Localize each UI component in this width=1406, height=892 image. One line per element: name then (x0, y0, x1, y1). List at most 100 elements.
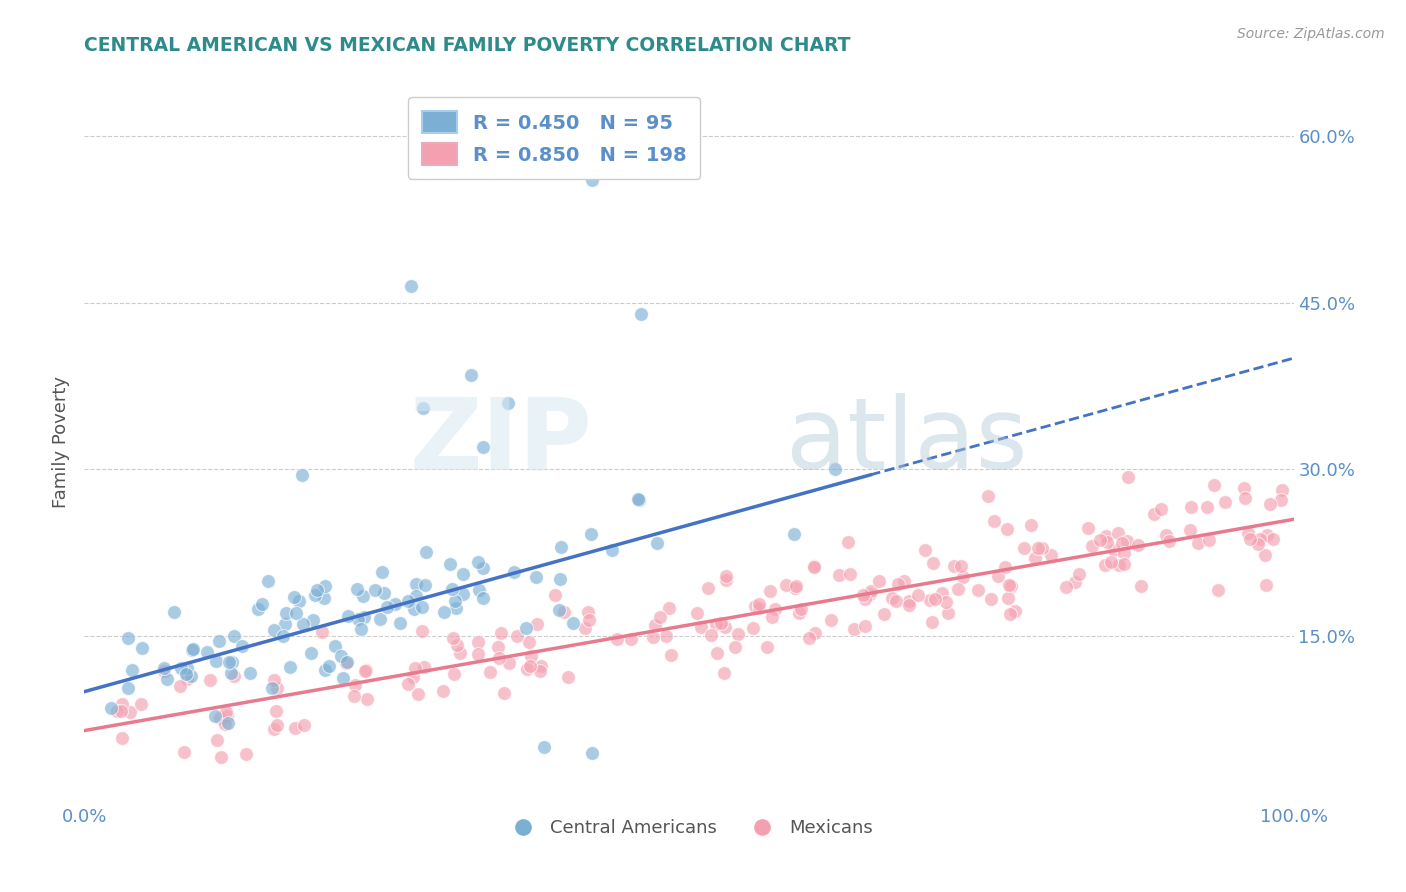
Point (838, 567, 860, 582)
Point (724, 640, 747, 654)
Point (578, 613, 600, 627)
Point (451, 587, 474, 601)
Point (252, 597, 274, 611)
Point (893, 574, 915, 588)
Point (1202, 477, 1225, 491)
Point (388, 615, 411, 630)
Point (1108, 558, 1130, 572)
Point (336, 655, 359, 669)
Point (627, 491, 650, 506)
Point (644, 617, 666, 632)
Point (1159, 533, 1181, 548)
Point (443, 593, 465, 607)
Point (581, 746, 603, 760)
Point (924, 591, 946, 606)
Point (415, 545, 437, 559)
Y-axis label: Family Poverty: Family Poverty (52, 376, 70, 508)
Point (451, 566, 474, 581)
Point (783, 527, 806, 541)
Point (880, 591, 903, 605)
Point (356, 663, 378, 677)
Point (576, 605, 599, 619)
Point (117, 631, 139, 645)
Point (1107, 526, 1129, 541)
Point (630, 307, 652, 321)
Point (761, 610, 783, 624)
Text: atlas: atlas (786, 393, 1028, 490)
Point (346, 582, 368, 597)
Point (1012, 541, 1035, 555)
Point (396, 677, 419, 691)
Point (1213, 495, 1236, 509)
Point (756, 640, 779, 654)
Point (1239, 532, 1261, 546)
Point (170, 661, 193, 675)
Point (163, 605, 186, 619)
Point (412, 401, 434, 416)
Point (685, 606, 707, 620)
Point (402, 602, 425, 616)
Point (785, 578, 807, 592)
Point (443, 667, 465, 681)
Point (1112, 546, 1135, 560)
Point (195, 645, 218, 659)
Point (217, 715, 239, 730)
Point (224, 629, 246, 643)
Point (946, 582, 969, 597)
Point (873, 607, 896, 622)
Point (1095, 529, 1118, 543)
Point (983, 515, 1005, 529)
Point (1256, 528, 1278, 542)
Point (373, 585, 395, 599)
Point (396, 594, 419, 608)
Point (529, 664, 551, 678)
Point (209, 711, 232, 725)
Point (553, 605, 575, 619)
Point (110, 704, 132, 718)
Point (413, 660, 436, 674)
Point (207, 732, 229, 747)
Point (231, 640, 253, 654)
Point (1077, 521, 1099, 535)
Point (530, 658, 553, 673)
Point (758, 584, 780, 599)
Point (131, 641, 153, 656)
Point (967, 582, 990, 597)
Point (468, 583, 491, 598)
Text: CENTRAL AMERICAN VS MEXICAN FAMILY POVERTY CORRELATION CHART: CENTRAL AMERICAN VS MEXICAN FAMILY POVER… (84, 36, 851, 54)
Point (1270, 492, 1292, 507)
Point (405, 577, 427, 591)
Point (257, 574, 280, 589)
Point (214, 717, 236, 731)
Point (884, 594, 907, 608)
Point (263, 623, 285, 637)
Point (314, 591, 336, 605)
Point (471, 560, 494, 574)
Point (557, 670, 579, 684)
Point (803, 560, 825, 574)
Point (335, 657, 357, 671)
Point (402, 670, 425, 684)
Point (350, 622, 373, 636)
Point (574, 621, 596, 635)
Point (100, 700, 122, 714)
Point (936, 606, 959, 620)
Point (266, 718, 288, 732)
Point (217, 709, 239, 723)
Point (742, 621, 765, 635)
Point (643, 630, 665, 644)
Point (1254, 578, 1277, 592)
Point (235, 747, 257, 761)
Point (914, 542, 936, 557)
Point (804, 626, 827, 640)
Point (1095, 534, 1118, 549)
Point (654, 629, 676, 643)
Point (399, 279, 422, 293)
Point (1111, 536, 1133, 550)
Point (198, 673, 221, 688)
Point (208, 634, 231, 648)
Point (550, 540, 572, 554)
Point (336, 609, 359, 624)
Point (247, 602, 270, 616)
Point (520, 649, 543, 664)
